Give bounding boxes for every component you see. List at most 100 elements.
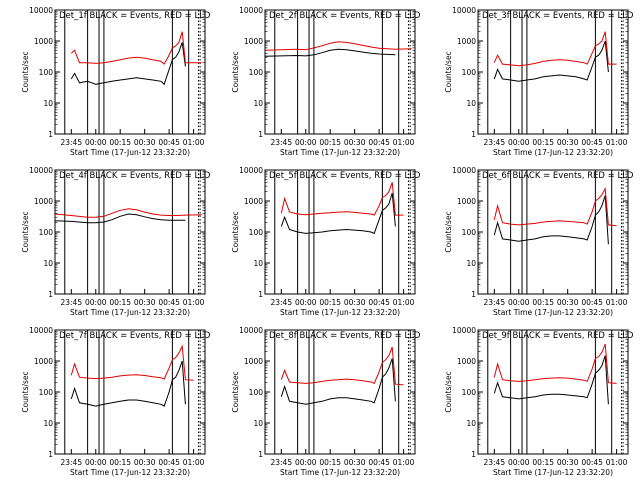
y-axis-label: Counts/sec [231,211,240,252]
x-tick-label: 01:00 [393,298,415,307]
y-axis-label: Counts/sec [231,371,240,412]
x-tick-label: 23:45 [270,298,292,307]
x-tick-label: 23:45 [270,458,292,467]
y-tick-label: 1000 [457,37,476,46]
x-tick-label: 01:00 [183,138,205,147]
detector-panel: Det_8f BLACK = Events, RED = LLD 1 10 100 10… [231,326,421,477]
y-axis-label: Counts/sec [444,51,453,92]
series-line-lld [54,208,202,218]
y-tick-label: 100 [39,228,54,237]
x-tick-label: 00:15 [532,458,554,467]
x-tick-label: 00:30 [344,458,366,467]
x-tick-label: 00:15 [532,138,554,147]
y-tick-label: 100 [462,228,477,237]
series-line-events [280,192,396,235]
series-line-events [70,360,186,407]
detector-panel: Det_4f BLACK = Events, RED = LLD 1 10 100 10… [21,166,211,317]
x-tick-label: 00:45 [581,458,603,467]
series-line-lld [493,187,617,227]
y-tick-label: 100 [39,68,54,77]
x-tick-label: 00:45 [581,138,603,147]
x-tick-label: 00:15 [319,138,341,147]
x-tick-label: 00:15 [532,298,554,307]
plot-frame [264,9,416,135]
y-tick-label: 100 [462,388,477,397]
series-line-lld [280,346,404,386]
y-tick-label: 1 [48,130,53,139]
series-line-lld [493,343,617,384]
series-line-lld [280,182,404,216]
x-tick-label: 01:00 [606,458,628,467]
y-tick-label: 1 [471,450,476,459]
plot-frame [54,9,206,135]
detector-panel: Det_9f BLACK = Events, RED = LLD 1 10 100 10… [444,326,634,477]
y-tick-label: 1 [48,450,53,459]
x-axis-label: Start Time (17-Jun-12 23:32:20) [493,468,613,477]
x-tick-label: 00:15 [109,458,131,467]
x-tick-label: 00:45 [158,138,180,147]
y-tick-label: 100 [39,388,54,397]
plot-frame [54,169,206,295]
x-tick-label: 00:15 [319,458,341,467]
x-tick-label: 23:45 [60,138,82,147]
y-tick-label: 1 [258,290,263,299]
y-tick-label: 10 [466,99,476,108]
y-tick-label: 100 [249,228,264,237]
x-tick-label: 01:00 [393,138,415,147]
x-tick-label: 00:00 [85,298,107,307]
x-tick-label: 00:30 [344,298,366,307]
y-tick-label: 100 [249,68,264,77]
y-tick-label: 10 [466,259,476,268]
x-tick-label: 00:30 [344,138,366,147]
y-tick-label: 1 [258,130,263,139]
y-tick-label: 10 [43,99,53,108]
y-tick-label: 1000 [34,37,53,46]
x-tick-label: 01:00 [606,298,628,307]
detector-panel: Det_3f BLACK = Events, RED = LLD 1 10 100 10… [444,6,634,157]
x-tick-label: 00:00 [295,138,317,147]
x-tick-label: 00:45 [368,458,390,467]
y-tick-label: 1000 [34,197,53,206]
y-tick-label: 10000 [452,326,476,335]
y-tick-label: 10 [43,259,53,268]
x-tick-label: 00:15 [109,298,131,307]
detector-panel: Det_7f BLACK = Events, RED = LLD 1 10 100 10… [21,326,211,477]
x-tick-label: 00:15 [109,138,131,147]
x-axis-label: Start Time (17-Jun-12 23:32:20) [70,148,190,157]
panel-title: Det_1f BLACK = Events, RED = LLD [59,11,211,21]
series-line-events [70,42,186,86]
x-tick-label: 00:30 [557,458,579,467]
y-tick-label: 1000 [457,197,476,206]
x-tick-label: 00:00 [85,458,107,467]
x-tick-label: 00:00 [295,298,317,307]
panel-title: Det_8f BLACK = Events, RED = LLD [269,331,421,341]
y-tick-label: 10000 [452,166,476,175]
y-tick-label: 1000 [244,197,263,206]
series-line-events [493,40,609,82]
y-tick-label: 10 [43,419,53,428]
series-line-events [264,48,396,57]
x-axis-label: Start Time (17-Jun-12 23:32:20) [493,148,613,157]
y-tick-label: 1 [258,450,263,459]
x-tick-label: 00:45 [158,458,180,467]
y-tick-label: 1000 [34,357,53,366]
y-tick-label: 10 [253,419,263,428]
series-line-lld [493,31,617,67]
y-tick-label: 1000 [457,357,476,366]
x-tick-label: 01:00 [393,458,415,467]
x-tick-label: 00:45 [158,298,180,307]
plot-frame [477,9,629,135]
y-tick-label: 10000 [29,166,53,175]
x-tick-label: 00:00 [295,458,317,467]
y-tick-label: 10000 [452,6,476,15]
series-line-lld [264,41,412,51]
y-tick-label: 10 [253,259,263,268]
x-axis-label: Start Time (17-Jun-12 23:32:20) [280,148,400,157]
series-line-lld [70,344,194,381]
x-axis-label: Start Time (17-Jun-12 23:32:20) [70,468,190,477]
panel-title: Det_2f BLACK = Events, RED = LLD [269,11,421,21]
panel-title: Det_9f BLACK = Events, RED = LLD [482,331,634,341]
x-tick-label: 00:30 [557,298,579,307]
x-tick-label: 00:30 [557,138,579,147]
